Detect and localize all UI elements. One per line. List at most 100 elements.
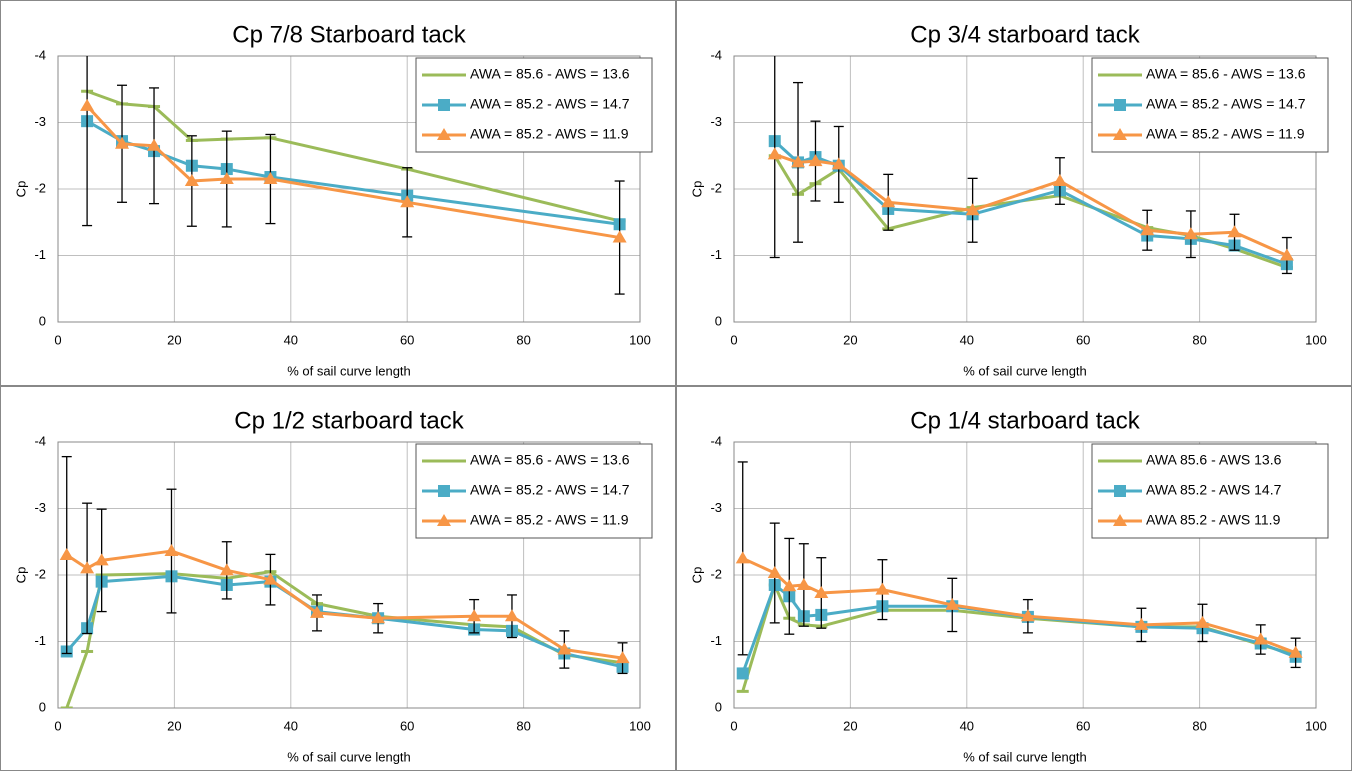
x-axis-label: % of sail curve length — [963, 749, 1087, 764]
plot-frame — [57, 441, 641, 709]
x-tick-label: 40 — [284, 718, 298, 733]
marker — [1183, 227, 1198, 240]
marker — [400, 195, 415, 208]
marker — [115, 136, 130, 149]
marker — [1134, 617, 1149, 630]
marker — [1279, 248, 1294, 261]
chart-panel: Cp 3/4 starboard tack Cp % of sail curve l… — [676, 0, 1352, 386]
chart-title: Cp 3/4 starboard tack — [910, 21, 1140, 48]
y-tick-label: -3 — [710, 114, 722, 129]
marker — [767, 566, 782, 579]
x-tick-label: 0 — [730, 718, 737, 733]
x-tick-label: 100 — [1305, 718, 1327, 733]
x-tick-label: 40 — [960, 718, 974, 733]
x-tick-label: 80 — [516, 332, 530, 347]
legend-label: AWA = 85.2 - AWS = 14.7 — [470, 96, 630, 112]
x-axis-label: % of sail curve length — [963, 363, 1087, 378]
chart-panel: Cp 1/4 starboard tack Cp % of sail curve l… — [676, 386, 1352, 771]
marker — [1113, 128, 1127, 140]
y-tick-label: 0 — [39, 313, 46, 328]
marker — [875, 582, 890, 595]
y-tick-label: -2 — [710, 180, 722, 195]
marker — [767, 147, 782, 160]
marker — [309, 605, 324, 618]
marker — [557, 642, 572, 655]
marker — [437, 514, 451, 526]
legend-label: AWA = 85.2 - AWS = 14.7 — [470, 482, 630, 498]
x-tick-label: 60 — [400, 332, 414, 347]
marker — [965, 203, 980, 216]
marker — [1113, 514, 1127, 526]
legend-label: AWA = 85.6 - AWS = 13.6 — [470, 66, 630, 82]
x-tick-label: 100 — [1305, 332, 1327, 347]
marker — [1140, 223, 1155, 236]
marker — [467, 609, 482, 622]
marker — [808, 154, 823, 167]
y-tick-label: 0 — [39, 699, 46, 714]
x-tick-label: 100 — [629, 332, 651, 347]
marker — [1114, 485, 1126, 497]
marker — [1288, 645, 1303, 658]
marker — [881, 195, 896, 208]
panel-border — [0, 0, 676, 386]
legend-label: AWA = 85.2 - AWS = 11.9 — [1146, 126, 1305, 142]
marker — [94, 553, 109, 566]
marker — [437, 128, 451, 140]
x-tick-label: 40 — [960, 332, 974, 347]
x-tick-label: 0 — [54, 718, 61, 733]
marker — [164, 544, 179, 557]
y-tick-label: -4 — [710, 47, 722, 62]
marker — [1195, 615, 1210, 628]
marker — [814, 585, 829, 598]
chart-title: Cp 1/2 starboard tack — [234, 407, 464, 434]
chart-title: Cp 7/8 Starboard tack — [232, 21, 466, 48]
x-tick-label: 100 — [629, 718, 651, 733]
marker — [438, 99, 450, 111]
marker — [1020, 609, 1035, 622]
y-axis-label: Cp — [13, 181, 28, 198]
y-tick-label: -1 — [34, 633, 46, 648]
marker — [1227, 225, 1242, 238]
legend: AWA 85.6 - AWS 13.6 AWA 85.2 - AWS 14.7 AW… — [1091, 443, 1329, 539]
chart-panel: Cp 1/2 starboard tack Cp % of sail curve l… — [0, 386, 676, 771]
x-tick-label: 20 — [843, 332, 857, 347]
chart-title: Cp 1/4 starboard tack — [910, 407, 1140, 434]
x-tick-label: 20 — [167, 718, 181, 733]
marker — [184, 174, 199, 187]
y-tick-label: -2 — [34, 566, 46, 581]
x-tick-label: 60 — [1076, 332, 1090, 347]
y-tick-label: 0 — [715, 313, 722, 328]
x-tick-label: 60 — [1076, 718, 1090, 733]
y-tick-label: -4 — [34, 433, 46, 448]
legend-label: AWA 85.6 - AWS 13.6 — [1146, 452, 1282, 468]
y-tick-label: -4 — [34, 47, 46, 62]
y-tick-label: -2 — [34, 180, 46, 195]
marker — [612, 230, 627, 243]
marker — [504, 609, 519, 622]
y-tick-label: -3 — [710, 500, 722, 515]
legend-label: AWA = 85.2 - AWS = 11.9 — [470, 512, 629, 528]
marker — [263, 572, 278, 585]
x-axis-label: % of sail curve length — [287, 749, 411, 764]
legend: AWA = 85.6 - AWS = 13.6 AWA = 85.2 - AWS … — [415, 443, 653, 539]
marker — [263, 172, 278, 185]
plot-area — [59, 455, 630, 708]
marker — [80, 561, 95, 574]
legend-label: AWA = 85.2 - AWS = 11.9 — [470, 126, 629, 142]
x-tick-label: 20 — [167, 332, 181, 347]
chart-panel: Cp 7/8 Starboard tack Cp % of sail curve l… — [0, 0, 676, 386]
marker — [219, 172, 234, 185]
marker — [791, 155, 806, 168]
y-tick-label: -3 — [34, 114, 46, 129]
marker — [615, 651, 630, 664]
legend: AWA = 85.6 - AWS = 13.6 AWA = 85.2 - AWS … — [1091, 57, 1329, 153]
y-tick-label: -1 — [710, 633, 722, 648]
legend-label: AWA = 85.6 - AWS = 13.6 — [1146, 66, 1306, 82]
legend-label: AWA 85.2 - AWS 14.7 — [1146, 482, 1282, 498]
y-axis-label: Cp — [13, 567, 28, 584]
marker — [735, 551, 750, 564]
marker — [831, 157, 846, 170]
plot-frame — [57, 55, 641, 323]
legend-label: AWA 85.2 - AWS 11.9 — [1146, 512, 1281, 528]
